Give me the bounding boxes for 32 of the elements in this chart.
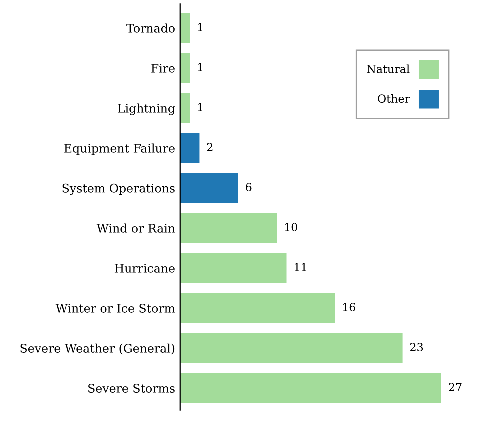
data-label: 2 [207,143,213,152]
data-label: 27 [449,383,462,392]
legend-label: Natural [367,64,410,74]
y-tick-label: Severe Storms [88,384,175,393]
bar [180,373,442,404]
y-tick-label: Winter or Ice Storm [56,304,176,313]
data-label: 23 [410,343,424,352]
y-tick-label: Lightning [118,104,176,116]
y-tick-label: Tornado [126,24,175,33]
data-label: 1 [198,103,202,112]
y-tick-label: Equipment Failure [64,144,175,156]
y-tick-label: Severe Weather (General) [20,344,175,355]
data-label: 16 [343,303,356,312]
data-label: 1 [198,63,202,72]
bar [180,53,190,84]
y-tick-label: Wind or Rain [96,224,176,233]
data-label: 11 [295,263,306,272]
data-label: 10 [285,223,298,232]
bar [180,253,287,284]
bar [180,93,190,124]
bar [180,293,336,324]
y-tick-label: Fire [152,64,175,73]
legend-label: Other [378,94,410,104]
bar [180,213,278,244]
y-tick-label: Hurricane [114,264,175,273]
data-label: 1 [198,23,202,32]
bar [180,333,403,364]
bar [180,173,238,204]
y-tick-label: System Operations [62,184,175,196]
bar [180,133,200,164]
data-label: 6 [246,183,252,192]
bar [180,13,190,44]
